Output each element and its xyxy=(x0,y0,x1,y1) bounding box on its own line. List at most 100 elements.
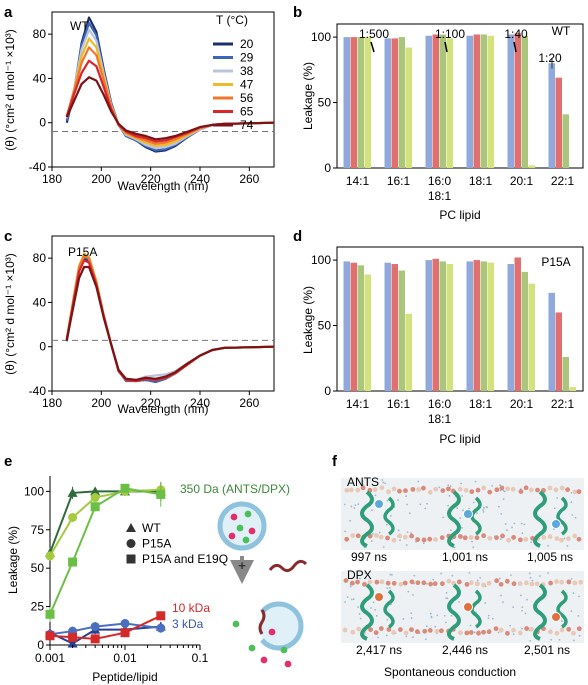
marker-square xyxy=(90,502,100,512)
water-molecule xyxy=(578,634,581,637)
lipid-headgroup xyxy=(529,581,535,587)
y-tick-label: 80 xyxy=(33,27,47,41)
water-molecule xyxy=(384,482,387,485)
water-molecule xyxy=(410,532,412,535)
lipid-headgroup xyxy=(368,627,373,633)
legend-label: 29 xyxy=(240,51,254,65)
marker-square xyxy=(90,634,100,644)
bar xyxy=(521,271,528,391)
plot-frame xyxy=(51,235,275,392)
water-molecule xyxy=(424,507,427,510)
lipid-headgroup xyxy=(572,489,578,495)
fluorophore-dot xyxy=(232,620,240,628)
marker-square xyxy=(120,628,130,638)
water-molecule xyxy=(520,594,522,597)
water-molecule xyxy=(447,484,450,487)
marker-triangle xyxy=(67,638,78,648)
inner-label: WT xyxy=(552,24,571,38)
x-tick-label: 180 xyxy=(42,396,62,410)
water-molecule xyxy=(343,503,346,506)
lipid-headgroup xyxy=(391,537,397,543)
panel-c-cd-spectra-p15a: 180 200 220 240 260 -40 0 40 80 P15A Wavelength… xyxy=(3,235,275,416)
x-tick-label: 180 xyxy=(42,172,62,186)
lipid-headgroup xyxy=(559,485,565,491)
water-molecule xyxy=(456,507,459,510)
lipid-headgroup xyxy=(494,487,500,493)
lipid-headgroup xyxy=(534,581,540,587)
water-molecule xyxy=(352,598,355,600)
lipid-headgroup xyxy=(498,581,504,587)
fluorophore-dot xyxy=(268,628,276,636)
lipid-headgroup xyxy=(462,535,468,541)
lipid-headgroup xyxy=(524,626,530,631)
bar xyxy=(384,262,391,391)
lipid-headgroup xyxy=(541,535,547,540)
lipid-headgroup xyxy=(505,486,511,492)
series-layer xyxy=(45,482,166,648)
water-molecule xyxy=(556,497,559,499)
peptide-helix xyxy=(360,490,374,548)
water-molecule xyxy=(412,594,414,596)
annotation-10kda: 10 kDa xyxy=(172,601,210,615)
bar xyxy=(343,37,350,168)
probe-molecule xyxy=(374,592,384,602)
x-tick-label: 260 xyxy=(239,172,259,186)
y-tick-label: 100 xyxy=(24,484,44,498)
panel-label-c: c xyxy=(4,228,12,245)
probe-molecule xyxy=(463,602,473,612)
bar xyxy=(528,165,535,168)
water-molecule xyxy=(498,577,501,580)
water-molecule xyxy=(510,574,512,577)
probe-molecule xyxy=(374,499,384,509)
bar xyxy=(384,38,391,169)
water-molecule xyxy=(479,576,482,579)
lipid-headgroup xyxy=(440,488,446,493)
panel-label-f: f xyxy=(332,453,338,470)
lipid-headgroup xyxy=(427,628,433,633)
bar xyxy=(562,356,569,391)
water-molecule xyxy=(521,627,524,630)
water-molecule xyxy=(512,606,515,609)
plus-icon: + xyxy=(238,558,246,573)
water-molecule xyxy=(385,634,388,637)
annotation-tick xyxy=(370,41,375,53)
water-molecule xyxy=(461,495,464,497)
category-label: 18:1 xyxy=(428,412,452,426)
water-molecule xyxy=(469,624,472,627)
water-molecule xyxy=(578,595,580,598)
water-molecule xyxy=(506,529,508,532)
water-molecule xyxy=(451,574,454,577)
marker-circle xyxy=(156,623,166,633)
lipid-headgroup xyxy=(493,626,499,632)
annotation-350da: 350 Da (ANTS/DPX) xyxy=(180,482,290,496)
y-tick-label: -40 xyxy=(29,384,47,398)
lipid-headgroup xyxy=(523,537,529,542)
water-molecule xyxy=(405,635,408,638)
legend-label: 38 xyxy=(240,64,254,78)
series-line-29 xyxy=(65,255,275,384)
lipid-headgroup xyxy=(386,489,391,495)
lipid-headgroup xyxy=(469,489,475,495)
water-molecule xyxy=(499,484,502,487)
lipid-headgroup xyxy=(349,580,355,586)
water-molecule xyxy=(572,592,575,594)
lipid-headgroup xyxy=(409,579,415,585)
bar xyxy=(473,34,480,168)
md-row-ants xyxy=(341,478,584,550)
lipid-headgroup xyxy=(481,485,487,491)
legend-label: P15A and E19Q xyxy=(142,552,228,566)
bar xyxy=(446,38,453,169)
lipid-headgroup xyxy=(374,533,379,538)
lipid-headgroup xyxy=(397,533,403,539)
lipid-headgroup xyxy=(457,534,463,539)
lipid-headgroup xyxy=(428,581,434,587)
water-molecule xyxy=(344,530,346,533)
water-molecule xyxy=(417,480,420,483)
marker-square xyxy=(68,557,78,567)
peptide-helix xyxy=(556,496,568,536)
fluorophore-dot xyxy=(228,532,236,540)
fluorophore-dot xyxy=(242,536,250,544)
water-molecule xyxy=(447,504,449,507)
